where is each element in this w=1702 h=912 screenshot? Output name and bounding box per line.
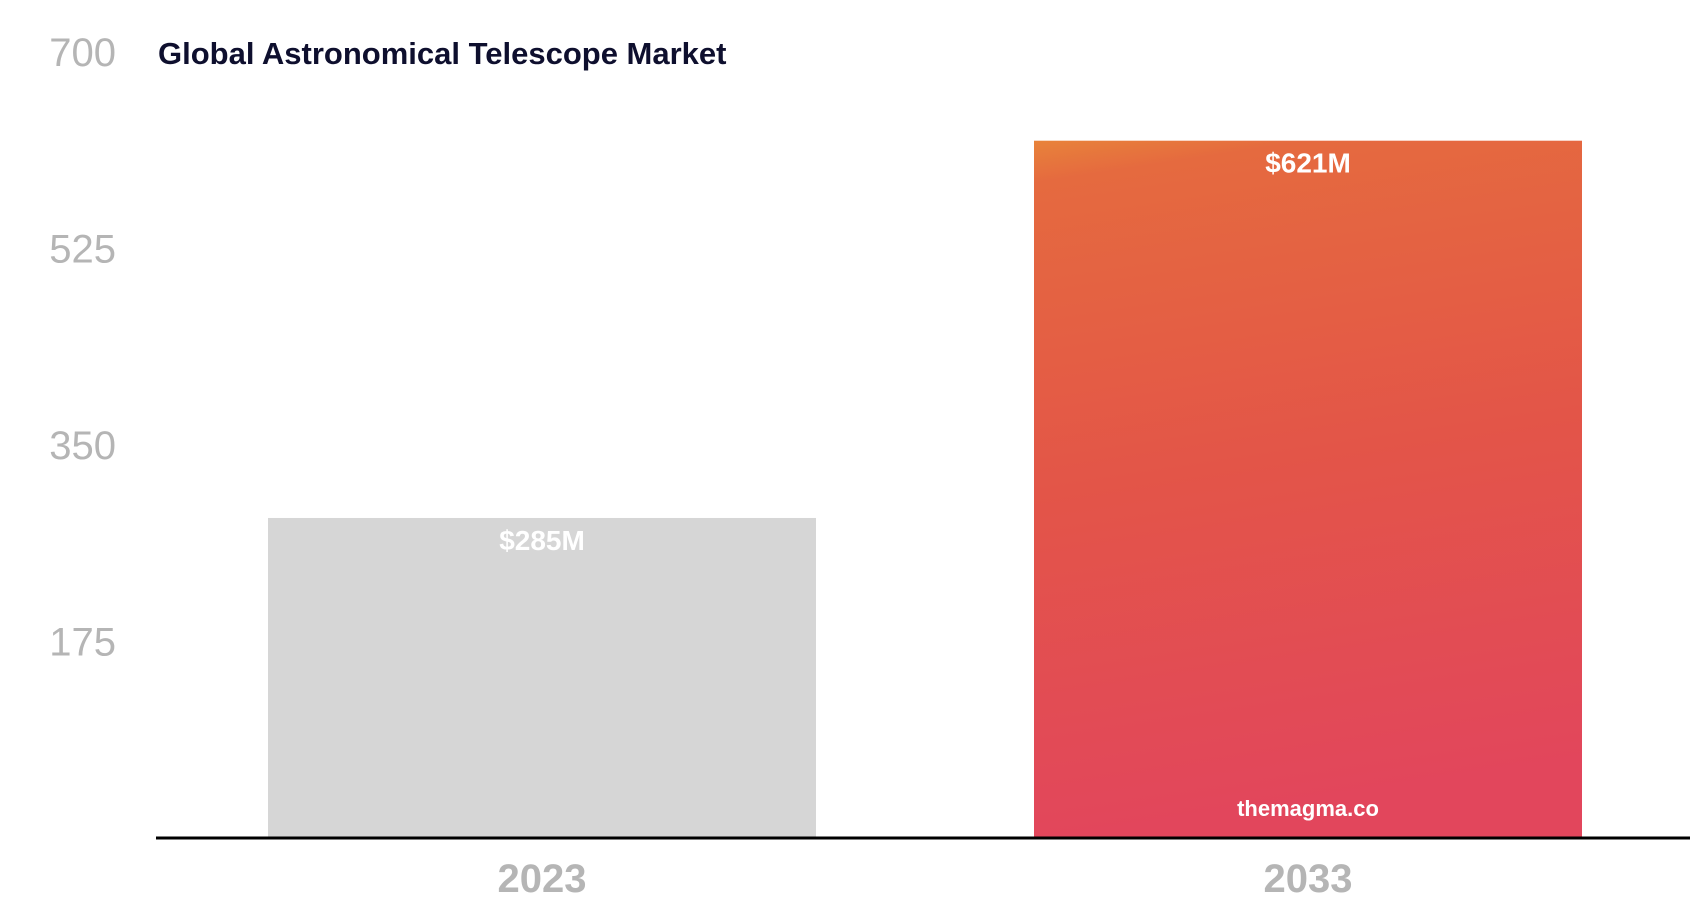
x-tick-label-2033: 2033: [1264, 857, 1353, 901]
y-tick-label-525: 525: [49, 228, 116, 272]
bar-2033: [1034, 140, 1582, 839]
x-tick-label-2023: 2023: [498, 857, 587, 901]
y-tick-label-700: 700: [49, 31, 116, 75]
x-axis-ticks: 2023 2033: [498, 857, 1353, 901]
bar-value-label-2033: $621M: [1265, 148, 1351, 179]
y-tick-label-350: 350: [49, 424, 116, 468]
bar-2023: [268, 517, 816, 838]
chart-title: Global Astronomical Telescope Market: [158, 36, 727, 71]
bar-labels-group: $285M $621M: [499, 148, 1351, 556]
watermark-text: themagma.co: [1237, 796, 1379, 821]
bars-group: [268, 140, 1582, 839]
bar-value-label-2023: $285M: [499, 525, 585, 556]
y-axis-ticks: 175 350 525 700: [49, 31, 116, 665]
y-tick-label-175: 175: [49, 621, 116, 665]
